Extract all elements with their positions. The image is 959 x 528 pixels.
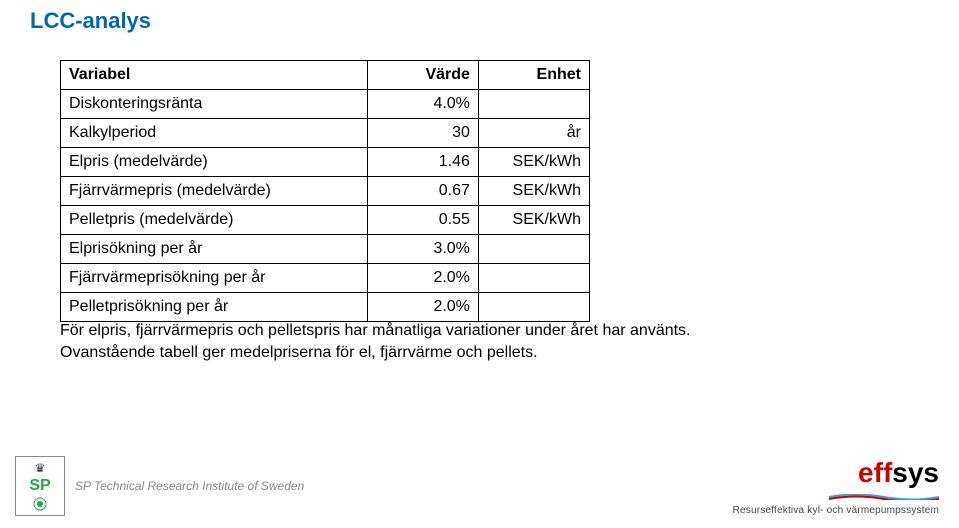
table-caption: För elpris, fjärrvärmepris och pelletspr… bbox=[60, 320, 740, 363]
cell-value: 3.0% bbox=[367, 235, 478, 264]
table-row: Elpris (medelvärde) 1.46 SEK/kWh bbox=[61, 148, 590, 177]
cell-unit: år bbox=[478, 119, 589, 148]
table-row: Diskonteringsränta 4.0% bbox=[61, 90, 590, 119]
table-row: Pelletprisökning per år 2.0% bbox=[61, 293, 590, 322]
cell-variable: Pelletpris (medelvärde) bbox=[61, 206, 368, 235]
cell-unit: SEK/kWh bbox=[478, 148, 589, 177]
header-value: Värde bbox=[367, 61, 478, 90]
sp-logo: ♛ SP bbox=[15, 456, 65, 516]
table-row: Fjärrvärmeprisökning per år 2.0% bbox=[61, 264, 590, 293]
lcc-table: Variabel Värde Enhet Diskonteringsränta … bbox=[60, 60, 590, 322]
footer-right: effsys Resurseffektiva kyl- och värmepum… bbox=[733, 459, 939, 516]
cell-unit bbox=[478, 235, 589, 264]
cell-value: 2.0% bbox=[367, 264, 478, 293]
table-row: Elprisökning per år 3.0% bbox=[61, 235, 590, 264]
header-variable: Variabel bbox=[61, 61, 368, 90]
cell-value: 1.46 bbox=[367, 148, 478, 177]
cell-unit: SEK/kWh bbox=[478, 206, 589, 235]
table-header-row: Variabel Värde Enhet bbox=[61, 61, 590, 90]
cell-unit bbox=[478, 264, 589, 293]
cell-value: 0.55 bbox=[367, 206, 478, 235]
footer-left: ♛ SP SP Technical Research Institute of … bbox=[15, 456, 304, 516]
header-unit: Enhet bbox=[478, 61, 589, 90]
page-title: LCC-analys bbox=[30, 8, 151, 34]
wave-icon bbox=[829, 494, 939, 500]
cell-variable: Fjärrvärmeprisökning per år bbox=[61, 264, 368, 293]
table-row: Fjärrvärmepris (medelvärde) 0.67 SEK/kWh bbox=[61, 177, 590, 206]
sp-seal-icon bbox=[25, 497, 55, 511]
table-row: Pelletpris (medelvärde) 0.55 SEK/kWh bbox=[61, 206, 590, 235]
cell-variable: Kalkylperiod bbox=[61, 119, 368, 148]
cell-value: 0.67 bbox=[367, 177, 478, 206]
cell-value: 4.0% bbox=[367, 90, 478, 119]
cell-variable: Elpris (medelvärde) bbox=[61, 148, 368, 177]
cell-value: 2.0% bbox=[367, 293, 478, 322]
table-row: Kalkylperiod 30 år bbox=[61, 119, 590, 148]
crown-icon: ♛ bbox=[35, 461, 46, 475]
cell-unit: SEK/kWh bbox=[478, 177, 589, 206]
effsys-eff: eff bbox=[858, 457, 892, 488]
cell-variable: Fjärrvärmepris (medelvärde) bbox=[61, 177, 368, 206]
sp-logo-text: SP bbox=[29, 477, 50, 495]
cell-variable: Diskonteringsränta bbox=[61, 90, 368, 119]
cell-variable: Pelletprisökning per år bbox=[61, 293, 368, 322]
effsys-subtitle: Resurseffektiva kyl- och värmepumpssyste… bbox=[733, 505, 939, 516]
cell-unit bbox=[478, 90, 589, 119]
cell-value: 30 bbox=[367, 119, 478, 148]
lcc-table-container: Variabel Värde Enhet Diskonteringsränta … bbox=[60, 60, 590, 322]
effsys-sys: sys bbox=[892, 457, 939, 488]
cell-variable: Elprisökning per år bbox=[61, 235, 368, 264]
cell-unit bbox=[478, 293, 589, 322]
effsys-logo: effsys bbox=[733, 459, 939, 487]
sp-caption: SP Technical Research Institute of Swede… bbox=[75, 479, 304, 493]
